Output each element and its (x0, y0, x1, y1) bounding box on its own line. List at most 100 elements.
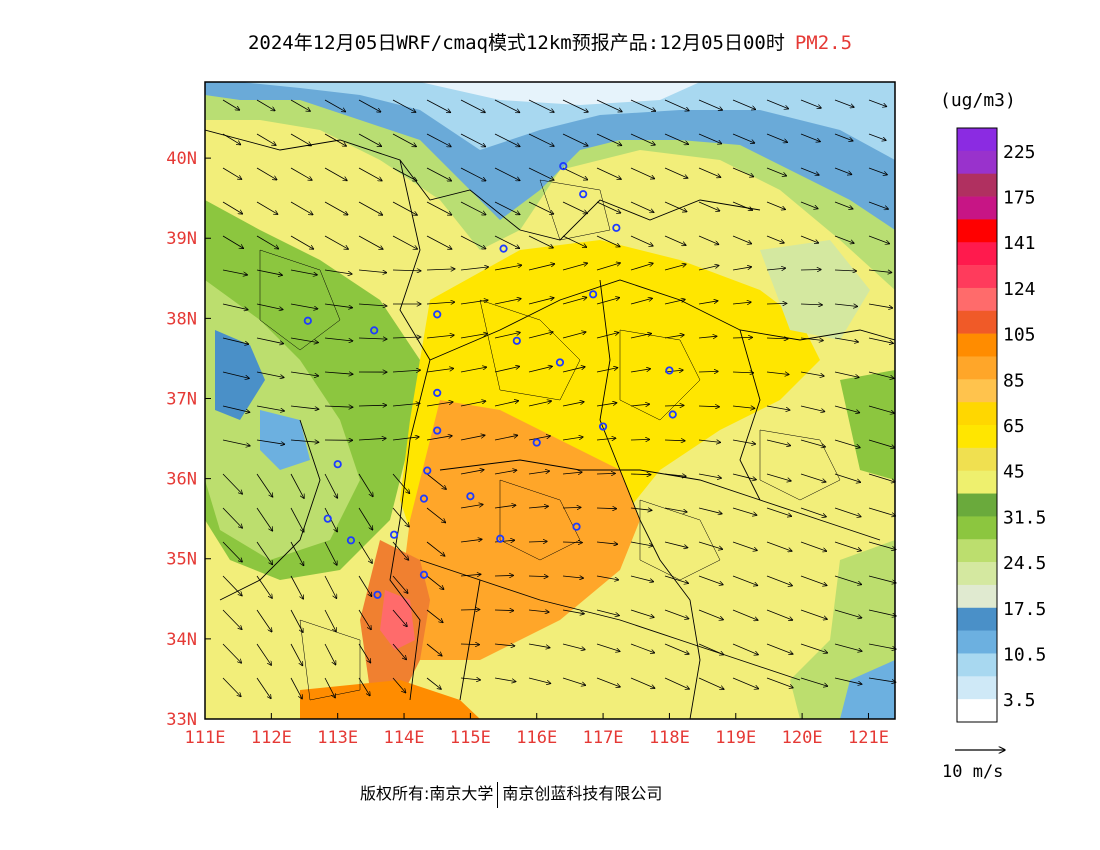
wind-arrow (392, 201, 417, 215)
city-marker (346, 536, 356, 545)
field-southeast-blue (840, 660, 895, 719)
wind-arrow (596, 333, 619, 339)
wind-arrow (868, 99, 887, 107)
wind-arrow (222, 371, 249, 378)
wind-arrow (324, 677, 335, 698)
wind-arrow (868, 575, 896, 583)
wind-arrow (460, 300, 488, 305)
wind-arrow (562, 133, 588, 146)
wind-arrow (426, 575, 444, 589)
wind-arrow (256, 643, 271, 665)
wind-arrow (732, 133, 755, 143)
wind-arrow (392, 270, 421, 271)
wind-arrow (324, 201, 348, 215)
wind-arrow (630, 298, 652, 305)
wind-arrow (290, 235, 314, 249)
wind-arrow (256, 133, 276, 145)
wind-arrow (698, 133, 722, 144)
wind-arrow (596, 133, 622, 146)
wind-arrow (732, 439, 756, 444)
wind-arrow (494, 470, 517, 475)
field-central-orange (400, 400, 640, 660)
wind-arrow (800, 371, 824, 376)
wind-arrow (562, 437, 583, 441)
wind-arrow (222, 473, 242, 494)
wind-arrow (494, 435, 518, 441)
wind-arrow (834, 643, 862, 651)
wind-arrow (834, 303, 858, 307)
wind-arrow (494, 505, 516, 509)
wind-arrow (732, 99, 756, 110)
copyright-footer: 版权所有:南京大学 南京创蓝科技有限公司 (360, 780, 662, 808)
wind-arrow (562, 167, 588, 180)
lat-label: 37N (166, 389, 197, 409)
wind-arrow (290, 541, 304, 566)
wind-arrow (562, 472, 582, 474)
title-variable: PM2.5 (794, 32, 853, 54)
wind-arrow (392, 235, 418, 249)
field-north-white (420, 82, 700, 105)
wind-arrow (256, 575, 272, 598)
wind-arrow (426, 269, 455, 270)
wind-arrow (528, 436, 550, 441)
wind-arrow (494, 366, 520, 373)
wind-arrow (324, 303, 353, 308)
wind-arrow (528, 471, 550, 475)
wind-arrow (494, 299, 521, 305)
wind-arrow (460, 470, 484, 475)
city-marker (433, 388, 442, 397)
wind-arrow (664, 405, 684, 406)
wind-arrow (630, 439, 650, 440)
wind-arrow (494, 167, 520, 181)
wind-arrow (528, 610, 549, 612)
wind-arrow (834, 270, 857, 271)
wind-arrow (800, 201, 818, 209)
wind-arrow (494, 265, 522, 271)
wind-arrow (494, 201, 520, 215)
wind-arrow (392, 643, 406, 660)
wind-arrow (766, 99, 789, 109)
wind-arrow (732, 201, 753, 210)
wind-arrow (562, 507, 581, 508)
wind-arrow (426, 335, 454, 339)
wind-arrow (766, 609, 793, 620)
wind-arrow (664, 643, 689, 654)
wind-arrow (698, 336, 717, 338)
wind-arrow (392, 473, 410, 494)
wind-arrow (834, 133, 853, 141)
lat-label: 34N (166, 630, 197, 650)
wind-arrow (698, 575, 723, 585)
legend-swatch (957, 265, 997, 289)
legend-swatch (957, 425, 997, 449)
wind-arrow (460, 678, 481, 680)
wind-arrow (358, 99, 381, 112)
city-marker (512, 336, 521, 345)
vector-legend-label: 10 m/s (942, 762, 1004, 782)
legend-swatch (957, 173, 997, 197)
wind-arrow (732, 677, 759, 689)
map-frame (204, 81, 896, 720)
wind-arrow (766, 338, 788, 339)
lon-label: 113E (317, 728, 358, 748)
wind-arrow (392, 99, 416, 112)
wind-arrow (460, 99, 485, 113)
field-north-blue (205, 82, 895, 230)
wind-arrow (732, 473, 756, 480)
wind-arrow (698, 677, 724, 689)
wind-arrow (256, 235, 279, 249)
wind-arrow (698, 201, 720, 211)
city-markers (303, 162, 677, 599)
wind-arrow (562, 542, 582, 543)
wind-arrow (528, 201, 554, 214)
wind-arrow (256, 99, 275, 111)
wind-arrow (834, 99, 854, 107)
city-marker (572, 522, 581, 531)
wind-arrow (630, 677, 655, 688)
wind-arrow (256, 303, 283, 310)
city-marker (370, 326, 379, 335)
wind-arrow (596, 263, 620, 271)
wind-arrow (664, 507, 687, 512)
wind-arrow (596, 235, 620, 247)
wind-arrow (800, 235, 819, 243)
legend-swatch (957, 493, 997, 517)
